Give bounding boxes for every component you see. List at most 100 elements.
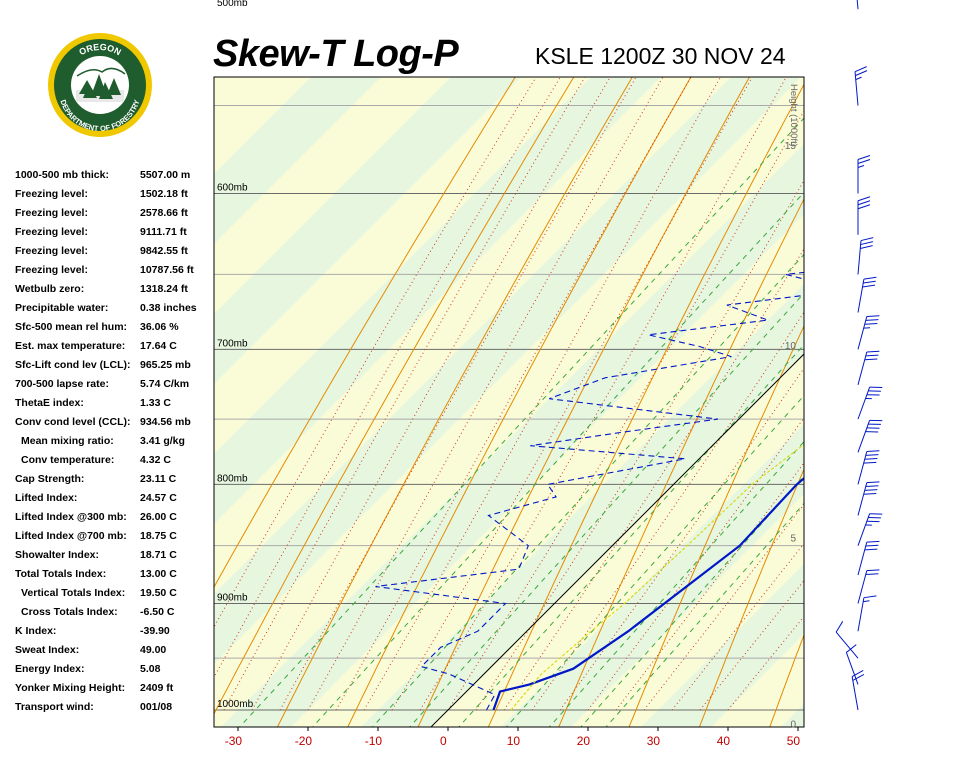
wind-barb-full <box>865 544 879 547</box>
wind-barb-staff <box>857 542 868 576</box>
wind-barb-half <box>863 600 870 603</box>
mixing-ratio-line <box>408 292 804 727</box>
dry-adiabat <box>417 77 751 727</box>
x-tick-label: -20 <box>295 734 313 748</box>
stat-label: Lifted Index @700 mb: <box>15 530 127 542</box>
dry-adiabat <box>628 324 804 727</box>
stat-value: 23.11 C <box>140 473 177 485</box>
stat-value: 49.00 <box>140 644 167 656</box>
wind-barb-full <box>864 489 878 491</box>
moist-adiabat <box>363 77 722 711</box>
wind-barb-staff <box>857 570 868 604</box>
plot-border <box>213 76 805 728</box>
stat-label: Conv cond level (CCL): <box>15 416 131 428</box>
mixing-ratio-line <box>238 117 804 727</box>
stat-value: 1.33 C <box>140 397 171 409</box>
stat-value: 18.75 C <box>140 530 177 542</box>
stat-row: Freezing level: 10787.56 ft <box>15 262 211 281</box>
wind-barb-full <box>857 155 871 160</box>
wind-barb-full <box>866 450 880 453</box>
stat-row: Energy Index: 5.08 <box>15 661 211 680</box>
wind-barb-half <box>857 165 865 168</box>
x-tick-label: 10 <box>507 734 521 748</box>
stat-row: Sfc-500 mean rel hum: 36.06 % <box>15 319 211 338</box>
wind-barb-full <box>864 548 878 551</box>
wind-barb <box>857 237 874 275</box>
wind-barb <box>857 513 883 546</box>
stat-value: 19.50 C <box>140 587 177 599</box>
dry-adiabat <box>829 0 960 759</box>
isotherm-band <box>220 143 804 727</box>
wind-barb-full <box>857 196 871 202</box>
wind-barb-full <box>866 350 880 353</box>
wind-barb-staff <box>854 71 859 106</box>
stat-value: 1318.24 ft <box>140 283 188 295</box>
stat-label: Total Totals Index: <box>15 568 107 580</box>
wind-barb-full <box>863 461 877 464</box>
station-datetime: KSLE 1200Z 30 NOV 24 <box>535 43 786 69</box>
stat-label: Mean mixing ratio: <box>21 435 114 447</box>
pressure-label: 900mb <box>217 592 248 603</box>
wind-barb-full <box>862 284 876 288</box>
stat-value: 5.74 C/km <box>140 378 190 390</box>
stat-label: 1000-500 mb thick: <box>15 169 109 181</box>
wind-barb <box>857 315 880 350</box>
stat-label: Lifted Index: <box>15 492 78 504</box>
wind-barb-full <box>852 673 865 681</box>
wind-barb-staff <box>857 279 865 313</box>
stat-label: Yonker Mixing Height: <box>15 682 126 694</box>
stat-row: Lifted Index @700 mb: 18.75 C <box>15 528 211 547</box>
stat-row: ThetaE index: 1.33 C <box>15 395 211 414</box>
stat-row: Lifted Index @300 mb: 26.00 C <box>15 509 211 528</box>
pressure-label: 1000mb <box>217 699 254 710</box>
height-axis-label: Height (1000ft) <box>788 84 799 147</box>
wind-barb-full <box>846 644 857 653</box>
stat-label: Cross Totals Index: <box>21 606 118 618</box>
wind-barb-staff <box>857 451 868 485</box>
wind-barb-full <box>857 159 871 164</box>
stat-value: 17.64 C <box>140 340 177 352</box>
isotherm-band <box>641 563 804 727</box>
wind-barb <box>857 569 880 604</box>
mixing-ratio-line <box>548 440 804 727</box>
pressure-label: 600mb <box>217 183 248 194</box>
stat-value: 9842.55 ft <box>140 245 188 257</box>
pressure-label: 700mb <box>217 338 248 349</box>
stat-value: 13.00 C <box>140 568 177 580</box>
stat-row: Showalter Index: 18.71 C <box>15 547 211 566</box>
wind-barb-full <box>854 66 867 73</box>
wind-barb-staff <box>856 0 859 10</box>
page-title: Skew-T Log-P <box>213 33 459 75</box>
stat-value: 4.32 C <box>140 454 171 466</box>
wind-barb <box>857 540 880 576</box>
moist-adiabat <box>279 77 637 711</box>
stat-row: Vertical Totals Index: 19.50 C <box>15 585 211 604</box>
wind-barb-staff <box>857 240 862 275</box>
wind-barb <box>857 155 871 194</box>
wind-barbs <box>835 0 883 711</box>
x-tick-label: -10 <box>365 734 383 748</box>
mixing-ratio-line <box>505 394 804 727</box>
wind-barb-staff <box>851 676 859 711</box>
stat-label: Showalter Index: <box>15 549 100 561</box>
wind-barb-full <box>865 319 879 321</box>
wind-barb-full <box>857 200 871 206</box>
wind-barb-full <box>857 204 871 210</box>
wind-barb-full <box>863 595 877 599</box>
stat-value: 965.25 mb <box>140 359 191 371</box>
stat-row: Freezing level: 9111.71 ft <box>15 224 211 243</box>
height-tick-label: 5 <box>790 533 796 544</box>
dry-adiabat <box>214 77 575 715</box>
stat-row: Conv cond level (CCL): 934.56 mb <box>15 414 211 433</box>
wind-barb-full <box>865 454 879 456</box>
stat-row: Mean mixing ratio: 3.41 g/kg <box>15 433 211 452</box>
stat-label: Energy Index: <box>15 663 85 675</box>
stat-row: Transport wind: 001/08 <box>15 699 211 718</box>
stat-value: 18.71 C <box>140 549 177 561</box>
stat-label: Sfc-Lift cond lev (LCL): <box>15 359 131 371</box>
wind-barb-staff <box>857 387 871 420</box>
height-tick-label: 15 <box>785 141 797 152</box>
parcel-trace <box>510 443 804 711</box>
